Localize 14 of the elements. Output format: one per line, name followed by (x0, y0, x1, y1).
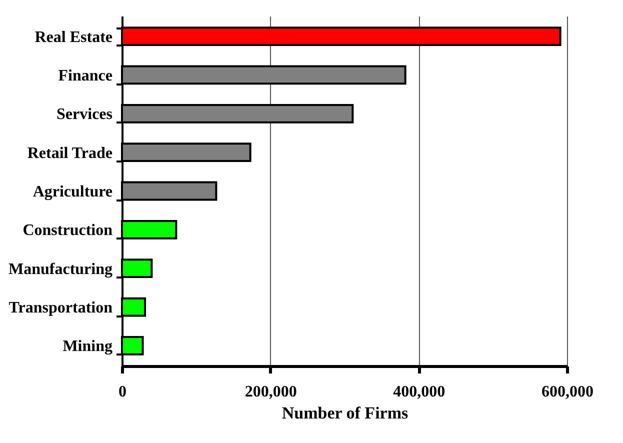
x-tick-label: 400,000 (393, 384, 446, 400)
y-tick-label: Real Estate (34, 28, 112, 46)
y-tick-label: Manufacturing (8, 260, 112, 278)
y-tick-label: Agriculture (32, 184, 112, 200)
x-tick-label: 0 (118, 384, 126, 400)
x-axis-title: Number of Firms (282, 404, 408, 422)
y-tick-label: Retail Trade (27, 144, 112, 162)
y-tick-label: Construction (22, 222, 113, 240)
y-tick-label: Services (56, 106, 112, 124)
y-tick-label: Transportation (8, 300, 113, 317)
y-tick-label: Finance (58, 67, 112, 84)
x-tick-label: 200,000 (244, 384, 297, 400)
y-tick-label: Mining (62, 338, 112, 356)
x-tick-label: 600,000 (542, 384, 594, 400)
